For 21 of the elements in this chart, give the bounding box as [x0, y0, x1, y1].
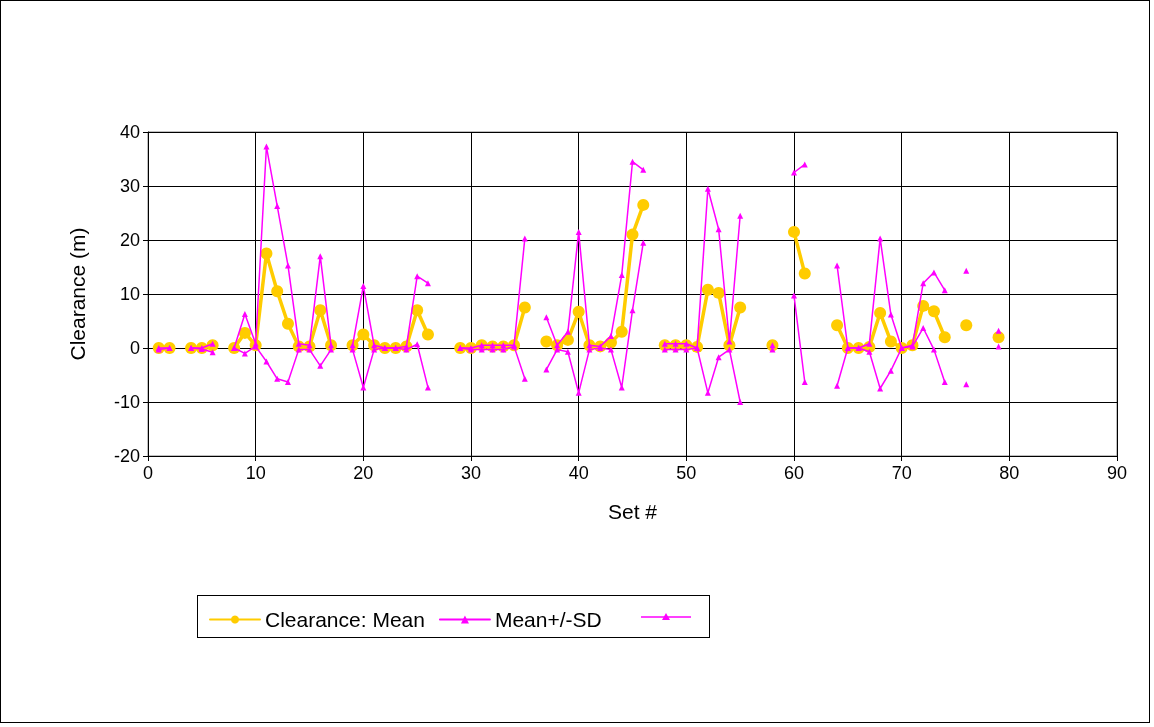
- x-tick-label: 20: [353, 463, 374, 483]
- x-axis-title: Set #: [607, 500, 658, 523]
- x-tick-label: 70: [891, 463, 912, 483]
- x-tick-label: 0: [142, 463, 154, 483]
- legend-label: Mean+/-SD: [494, 608, 602, 631]
- x-tick-label: 30: [460, 463, 482, 483]
- y-tick-label: -10: [113, 392, 140, 412]
- x-tick-label: 90: [1106, 463, 1128, 483]
- y-tick-label: -20: [113, 446, 140, 466]
- y-tick-label: 10: [119, 284, 140, 304]
- y-tick-label: 20: [119, 230, 140, 250]
- x-tick-label: 50: [676, 463, 697, 483]
- y-tick-label: 30: [119, 176, 140, 196]
- x-tick-label: 80: [999, 463, 1020, 483]
- y-axis-title: Clearance (m): [66, 227, 89, 361]
- x-tick-label: 40: [568, 463, 589, 483]
- y-tick-label: 0: [129, 338, 140, 358]
- y-tick-label: 40: [119, 122, 140, 142]
- x-tick-label: 60: [783, 463, 805, 483]
- x-tick-label: 10: [245, 463, 266, 483]
- legend-label: Clearance: Mean: [265, 608, 425, 631]
